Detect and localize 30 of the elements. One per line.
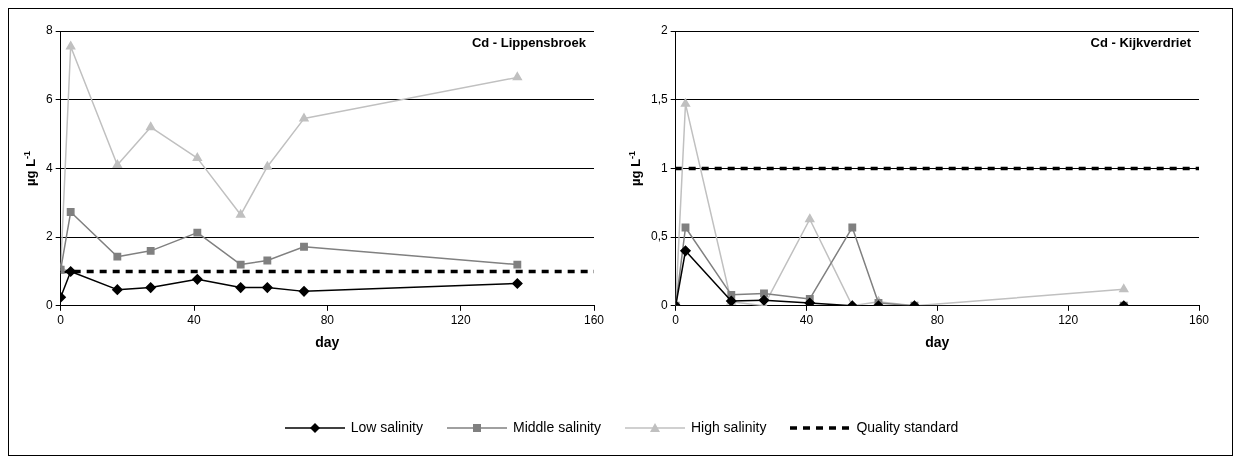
x-axis-title: day xyxy=(925,334,950,351)
y-tick-label: 1,5 xyxy=(650,92,668,107)
y-tick-label: 2 xyxy=(45,229,53,244)
x-axis-title: day xyxy=(315,334,340,351)
x-tick-label: 160 xyxy=(583,313,605,328)
y-tick-label: 4 xyxy=(45,160,53,175)
legend-label: Quality standard xyxy=(855,419,959,436)
x-tick-label: 120 xyxy=(1058,313,1079,328)
x-tick-label: 40 xyxy=(799,313,814,328)
x-tick-label: 80 xyxy=(320,313,335,328)
y-tick-label: 0 xyxy=(45,298,53,313)
y-axis-title: µg L-1 xyxy=(627,150,643,186)
legend-label: Low salinity xyxy=(349,419,423,436)
x-tick-label: 0 xyxy=(672,313,680,328)
x-tick-label: 0 xyxy=(57,313,65,328)
x-tick-label: 120 xyxy=(450,313,471,328)
x-tick-label: 80 xyxy=(930,313,945,328)
y-axis-title: µg L-1 xyxy=(22,150,38,186)
y-tick-label: 1 xyxy=(660,160,668,175)
chart-title: Cd - Lippensbroek xyxy=(471,35,587,51)
chart-title: Cd - Kijkverdriet xyxy=(1090,35,1192,51)
y-tick-label: 6 xyxy=(45,92,53,107)
legend-label: Middle salinity xyxy=(512,419,601,436)
y-tick-label: 8 xyxy=(45,23,53,38)
y-tick-label: 2 xyxy=(660,23,668,38)
x-tick-label: 40 xyxy=(187,313,201,328)
x-tick-label: 160 xyxy=(1188,313,1210,328)
y-tick-label: 0,5 xyxy=(650,229,668,244)
legend-label: High salinity xyxy=(689,419,767,436)
y-tick-label: 0 xyxy=(660,298,668,313)
